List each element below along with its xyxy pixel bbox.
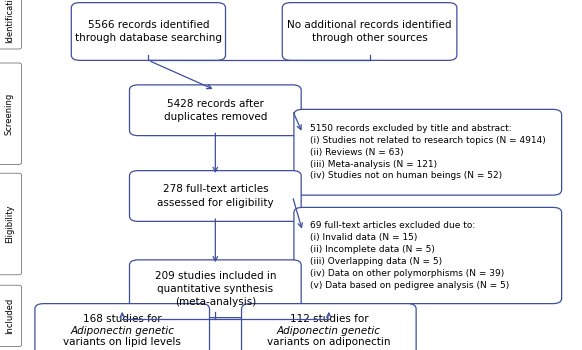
Text: 69 full-text articles excluded due to:
(i) Invalid data (N = 15)
(ii) Incomplete: 69 full-text articles excluded due to: (… (310, 222, 509, 289)
Text: 5566 records identified
through database searching: 5566 records identified through database… (75, 20, 222, 43)
Text: 112 studies for: 112 studies for (289, 314, 368, 324)
Text: variants on lipid levels: variants on lipid levels (63, 337, 181, 347)
Text: 209 studies included in
quantitative synthesis
(meta-analysis): 209 studies included in quantitative syn… (155, 271, 276, 307)
FancyBboxPatch shape (282, 2, 457, 60)
FancyBboxPatch shape (294, 109, 562, 195)
Text: No additional records identified
through other sources: No additional records identified through… (288, 20, 452, 43)
FancyBboxPatch shape (129, 171, 301, 222)
Text: Included: Included (5, 298, 14, 334)
Text: Adiponectin genetic: Adiponectin genetic (70, 326, 174, 336)
Text: 278 full-text articles
assessed for eligibility: 278 full-text articles assessed for elig… (157, 184, 274, 208)
Text: 5428 records after
duplicates removed: 5428 records after duplicates removed (164, 99, 267, 122)
FancyBboxPatch shape (129, 260, 301, 318)
Text: variants on adiponectin: variants on adiponectin (267, 337, 391, 347)
FancyBboxPatch shape (242, 303, 416, 350)
FancyBboxPatch shape (71, 2, 226, 60)
Text: Screening: Screening (5, 93, 14, 135)
Text: 168 studies for: 168 studies for (83, 314, 162, 324)
FancyBboxPatch shape (129, 85, 301, 135)
FancyBboxPatch shape (294, 207, 562, 303)
FancyBboxPatch shape (0, 0, 22, 49)
Text: 5150 records excluded by title and abstract:
(i) Studies not related to research: 5150 records excluded by title and abstr… (310, 124, 545, 180)
FancyBboxPatch shape (0, 173, 22, 275)
Text: Adiponectin genetic: Adiponectin genetic (277, 326, 381, 336)
Text: Eligibility: Eligibility (5, 205, 14, 243)
FancyBboxPatch shape (0, 285, 22, 346)
Text: Identification: Identification (5, 0, 14, 43)
FancyBboxPatch shape (0, 63, 22, 164)
FancyBboxPatch shape (35, 303, 210, 350)
